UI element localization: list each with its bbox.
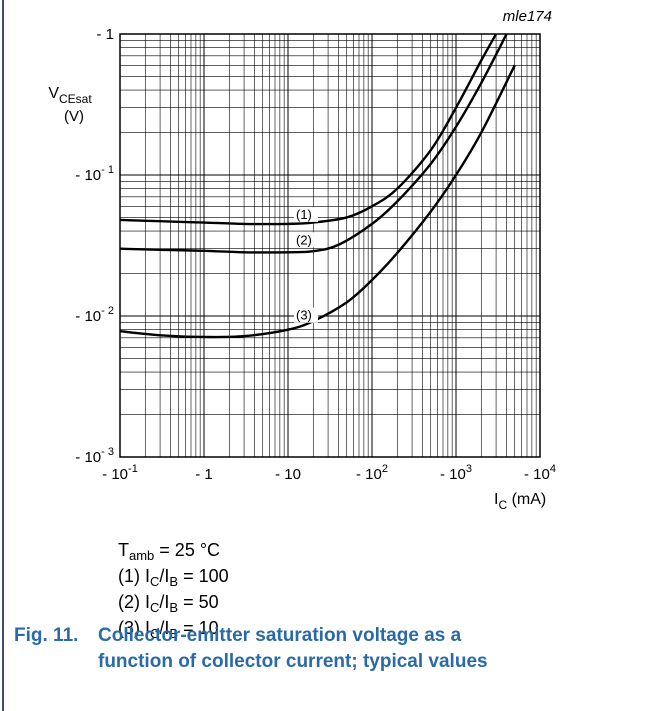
x-tick-label: - 103 — [440, 463, 472, 483]
series-label-3: (3) — [296, 308, 312, 323]
chart-labels: - 10-1 - 1 - 10 - 102 - 103 - 104 - 1 - 10- 1 - … — [48, 26, 556, 512]
y-axis-unit: (V) — [64, 108, 84, 125]
series-label-bg — [294, 307, 318, 323]
x-axis-label: IC (mA) — [494, 491, 546, 512]
x-tick-label: - 102 — [356, 463, 388, 483]
y-axis-label: VCEsat — [48, 85, 92, 106]
conditions: Tamb = 25 °C (1) IC/IB = 100 (2) IC/IB =… — [118, 540, 229, 644]
series-line-3 — [120, 64, 516, 339]
condition-temperature: Tamb = 25 °C — [118, 540, 221, 563]
x-tick-label: - 1 — [195, 466, 213, 483]
series-label-bg — [294, 232, 318, 248]
plot-frame — [119, 33, 541, 458]
caption-line-1: Collector-emitter saturation voltage as … — [98, 625, 462, 646]
figure-number: Fig. 11. — [14, 625, 79, 646]
chart: (1)(2)(3) - 10-1- 1- 10- 102- 103- 104- … — [48, 8, 556, 512]
series-line-2 — [120, 34, 508, 254]
y-tick-label: - 1 — [96, 26, 114, 43]
y-tick-label: - 10- 3 — [75, 446, 114, 466]
x-tick-label: - 104 — [524, 463, 556, 483]
condition-line-1: (1) IC/IB = 100 — [118, 566, 229, 589]
x-tick-label: - 10 — [275, 466, 301, 483]
condition-line-3: (3) IC/IB = 10 — [118, 618, 219, 641]
chart-grid — [119, 34, 540, 458]
series-label-2: (2) — [296, 232, 312, 247]
caption-line-2: function of collector current; typical v… — [98, 651, 488, 672]
series-label-bg — [294, 206, 318, 222]
page-left-rule — [2, 0, 4, 711]
series-line-1 — [120, 34, 498, 226]
chart-curves: (1) (2) (3) — [120, 34, 516, 339]
series-label-1: (1) — [296, 207, 312, 222]
y-tick-label: - 10- 2 — [75, 305, 114, 325]
condition-line-2: (2) IC/IB = 50 — [118, 592, 219, 615]
y-tick-label: - 10- 1 — [75, 164, 114, 184]
chart-code: mle174 — [503, 8, 552, 25]
x-tick-label: - 10-1 — [102, 463, 138, 483]
